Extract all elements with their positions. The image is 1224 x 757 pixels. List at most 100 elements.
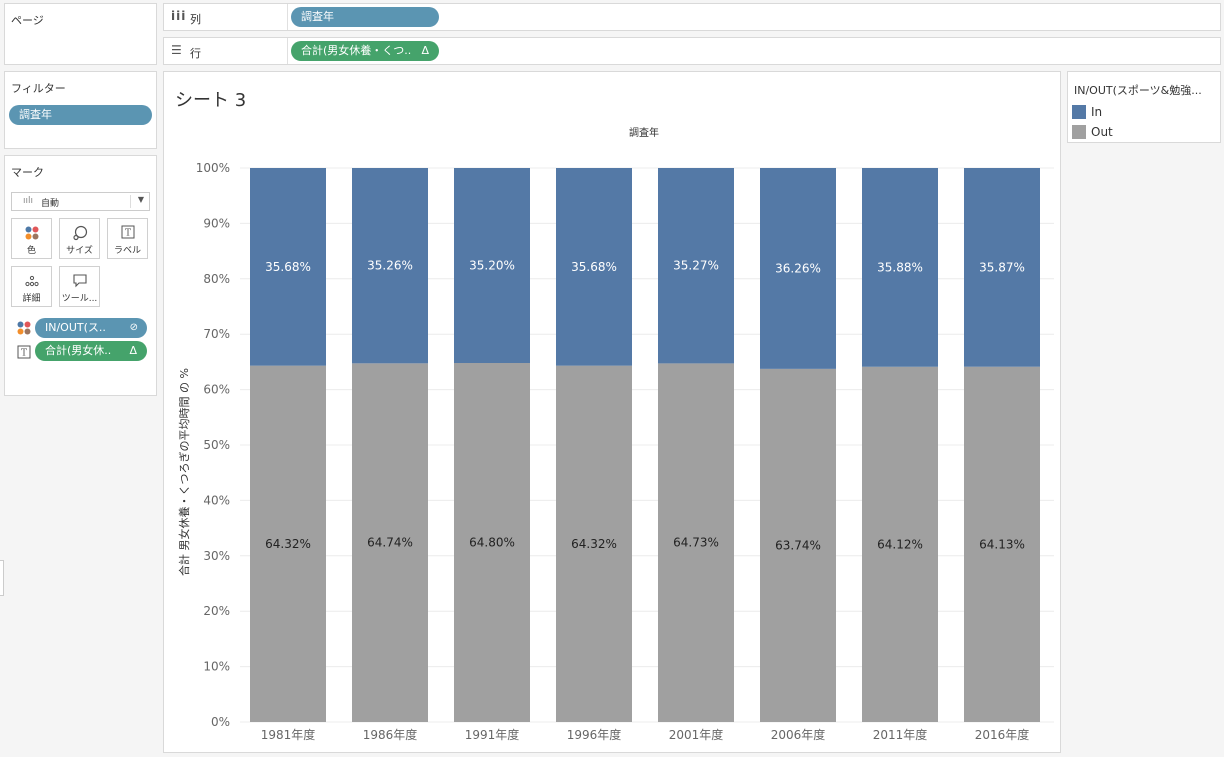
y-tick-label: 20% [203, 604, 230, 618]
bar-out [760, 368, 836, 722]
y-tick-label: 90% [203, 216, 230, 230]
columns-pill[interactable]: 調査年 [291, 7, 439, 27]
label-encoding-icon: T [17, 344, 31, 363]
chevron-down-icon: ▼ [137, 195, 144, 204]
color-encoding-icon [16, 320, 32, 340]
bar-chart-icon: ıılı [23, 196, 34, 206]
data-label-out: 64.74% [367, 536, 413, 550]
columns-icon: iii [171, 9, 187, 23]
data-label-in: 35.88% [877, 260, 923, 274]
size-button-label: サイズ [66, 246, 93, 256]
legend-swatch-in [1072, 105, 1086, 119]
data-label-in: 35.26% [367, 259, 413, 273]
data-label-out: 64.12% [877, 537, 923, 551]
y-tick-label: 50% [203, 438, 230, 452]
data-label-in: 35.87% [979, 260, 1025, 274]
x-tick-label: 2001年度 [669, 727, 724, 742]
bar-out [862, 366, 938, 722]
legend-label-out: Out [1091, 125, 1113, 139]
bar-in [556, 168, 632, 366]
label-field-pill[interactable]: 合計(男女休.. Δ [35, 341, 147, 361]
color-field-pill[interactable]: IN/OUT(ス.. ⊘ [35, 318, 147, 338]
bar-out [658, 363, 734, 722]
x-tick-label: 2006年度 [771, 727, 826, 742]
tooltip-button-label: ツール... [61, 294, 98, 304]
y-tick-label: 40% [203, 493, 230, 507]
x-tick-label: 2011年度 [873, 727, 928, 742]
y-tick-label: 30% [203, 549, 230, 563]
data-label-out: 63.74% [775, 538, 821, 552]
label-field-text: 合計(男女休.. [45, 344, 112, 357]
marks-title: マーク [11, 166, 44, 179]
sheet-title: シート 3 [175, 90, 247, 111]
mark-type-dropdown[interactable]: ıılı 自動 ▼ [11, 192, 150, 211]
rows-shelf-divider [287, 38, 288, 64]
data-label-in: 35.27% [673, 259, 719, 273]
label-button[interactable]: T ラベル [107, 218, 148, 259]
mark-type-value: 自動 [41, 199, 60, 209]
bar-in [352, 168, 428, 364]
pages-title: ページ [11, 14, 44, 27]
bar-out [964, 366, 1040, 722]
data-label-out: 64.80% [469, 536, 515, 550]
dropdown-divider [130, 195, 131, 208]
bar-in [862, 168, 938, 367]
x-tick-label: 2016年度 [975, 727, 1030, 742]
rows-shelf[interactable]: ☰ 行 合計(男女休養・くつ.. Δ [163, 37, 1221, 65]
bar-in [250, 168, 326, 366]
filters-title: フィルター [11, 82, 66, 95]
legend-title: IN/OUT(スポーツ&勉強... [1074, 84, 1202, 97]
tooltip-button[interactable]: ツール... [59, 266, 100, 307]
data-label-in: 35.20% [469, 259, 515, 273]
x-tick-label: 1996年度 [567, 727, 622, 742]
detail-button[interactable]: 詳細 [11, 266, 52, 307]
pages-card: ページ [4, 3, 157, 65]
color-field-text: IN/OUT(ス.. [45, 321, 106, 334]
label-button-label: ラベル [113, 246, 141, 256]
delta-icon: Δ [129, 344, 137, 357]
svg-text:T: T [21, 349, 27, 359]
rows-pill[interactable]: 合計(男女休養・くつ.. Δ [291, 41, 439, 61]
color-button-label: 色 [26, 246, 36, 256]
columns-label: 列 [190, 13, 201, 26]
filters-card: フィルター 調査年 [4, 71, 157, 149]
data-label-in: 35.68% [265, 260, 311, 274]
bar-in [964, 168, 1040, 367]
bar-out [250, 365, 326, 722]
y-tick-label: 70% [203, 327, 230, 341]
collapsed-panel-tab[interactable] [0, 560, 4, 596]
column-header: 調査年 [629, 128, 659, 139]
color-button[interactable]: 色 [11, 218, 52, 259]
bar-out [352, 363, 428, 722]
link-icon: ⊘ [129, 322, 138, 333]
legend-card: IN/OUT(スポーツ&勉強... In Out [1067, 71, 1221, 143]
y-tick-label: 0% [211, 715, 230, 729]
color-dots-icon [12, 225, 51, 241]
x-tick-label: 1986年度 [363, 727, 418, 742]
bar-out [454, 363, 530, 722]
data-label-out: 64.73% [673, 536, 719, 550]
legend-label-in: In [1091, 105, 1103, 119]
y-tick-label: 60% [203, 383, 230, 397]
tooltip-icon [60, 273, 99, 289]
y-tick-label: 80% [203, 272, 230, 286]
bar-in [760, 168, 836, 369]
filter-pill[interactable]: 調査年 [9, 105, 152, 125]
columns-shelf-divider [287, 4, 288, 30]
data-label-out: 64.32% [265, 537, 311, 551]
delta-icon: Δ [421, 44, 429, 57]
size-icon [60, 225, 99, 241]
text-label-icon: T [108, 225, 147, 241]
x-tick-label: 1991年度 [465, 727, 520, 742]
legend-item-out[interactable]: Out [1072, 123, 1218, 142]
bar-in [658, 168, 734, 364]
y-tick-label: 10% [203, 660, 230, 674]
columns-shelf[interactable]: iii 列 調査年 [163, 3, 1221, 31]
detail-button-label: 詳細 [22, 294, 41, 304]
legend-swatch-out [1072, 125, 1086, 139]
data-label-in: 36.26% [775, 261, 821, 275]
legend-item-in[interactable]: In [1072, 103, 1218, 122]
data-label-out: 64.32% [571, 537, 617, 551]
size-button[interactable]: サイズ [59, 218, 100, 259]
marks-card: マーク ıılı 自動 ▼ 色 サイズ T ラベル 詳細 ツール... [4, 155, 157, 396]
